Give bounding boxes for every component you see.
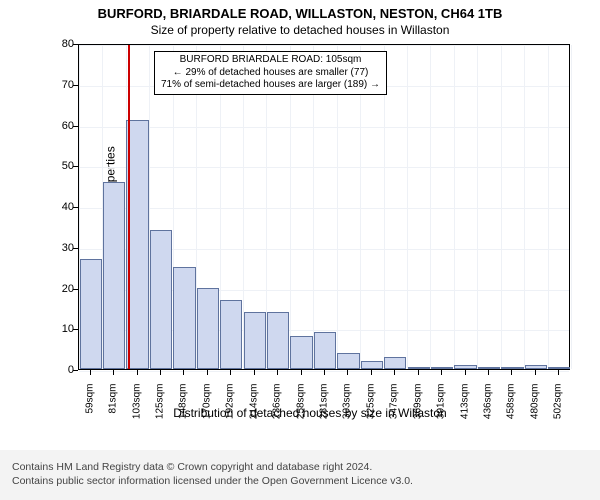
bar <box>501 367 523 369</box>
bar <box>150 230 172 369</box>
y-tick-label: 60 <box>44 120 74 132</box>
bar <box>290 336 312 369</box>
bar <box>384 357 406 369</box>
y-tick-label: 50 <box>44 160 74 172</box>
bar <box>408 367 430 369</box>
page-subtitle: Size of property relative to detached ho… <box>0 21 600 37</box>
plot-area: BURFORD BRIARDALE ROAD: 105sqm← 29% of d… <box>78 44 570 370</box>
bar <box>454 365 476 369</box>
bar <box>337 353 359 369</box>
footer: Contains HM Land Registry data © Crown c… <box>0 450 600 500</box>
y-tick-label: 80 <box>44 38 74 50</box>
chart: Number of detached properties BURFORD BR… <box>50 44 570 414</box>
bar <box>525 365 547 369</box>
bar <box>478 367 500 369</box>
y-tick-label: 20 <box>44 283 74 295</box>
footer-line-1: Contains HM Land Registry data © Crown c… <box>12 460 588 474</box>
annotation-box: BURFORD BRIARDALE ROAD: 105sqm← 29% of d… <box>154 51 387 95</box>
bar <box>197 288 219 370</box>
bar <box>431 367 453 369</box>
bar <box>80 259 102 369</box>
annotation-line: ← 29% of detached houses are smaller (77… <box>161 67 380 80</box>
reference-line <box>128 45 130 369</box>
bar <box>267 312 289 369</box>
bar <box>103 182 125 369</box>
y-tick-label: 70 <box>44 79 74 91</box>
bar <box>548 367 570 369</box>
annotation-line: BURFORD BRIARDALE ROAD: 105sqm <box>161 54 380 67</box>
bar <box>220 300 242 369</box>
y-tick-label: 40 <box>44 201 74 213</box>
y-tick-label: 0 <box>44 364 74 376</box>
y-tick-label: 30 <box>44 242 74 254</box>
footer-line-2: Contains public sector information licen… <box>12 474 588 488</box>
bar <box>361 361 383 369</box>
bar <box>173 267 195 369</box>
annotation-line: 71% of semi-detached houses are larger (… <box>161 79 380 92</box>
y-tick-label: 10 <box>44 323 74 335</box>
x-axis-label: Distribution of detached houses by size … <box>50 406 570 420</box>
page-title: BURFORD, BRIARDALE ROAD, WILLASTON, NEST… <box>0 0 600 21</box>
bar <box>314 332 336 369</box>
bar <box>244 312 266 369</box>
